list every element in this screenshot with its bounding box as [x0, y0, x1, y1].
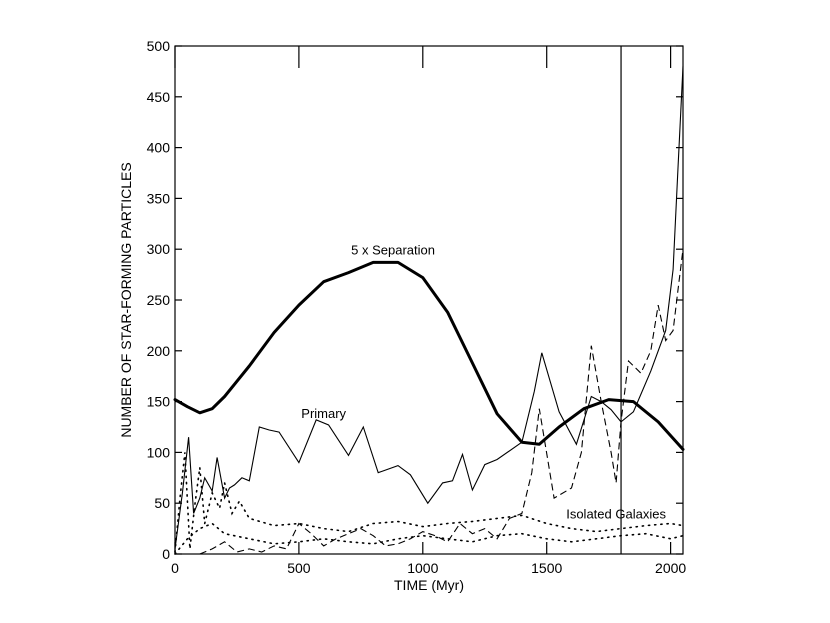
annotations: 5 x Separation Primary Isolated Galaxies — [301, 242, 666, 521]
y-tick-label: 100 — [147, 444, 171, 460]
series-line — [174, 522, 684, 555]
y-tick-label: 200 — [147, 343, 171, 359]
y-tick-label: 300 — [147, 241, 171, 257]
annotation-label: Primary — [301, 406, 346, 421]
annotation-label: Isolated Galaxies — [566, 506, 666, 521]
series-layer — [173, 66, 685, 555]
series-line — [174, 66, 684, 549]
y-tick-label: 0 — [162, 546, 170, 562]
x-tick-label: 2000 — [655, 560, 686, 576]
x-tick-label: 500 — [287, 560, 311, 576]
series-line — [173, 260, 685, 451]
plot-frame — [174, 45, 684, 555]
x-tick-label: 1000 — [407, 560, 438, 576]
y-tick-label: 150 — [147, 394, 171, 410]
x-tick-label: 0 — [171, 560, 179, 576]
y-tick-label: 250 — [147, 292, 171, 308]
y-axis-title: NUMBER OF STAR-FORMING PARTICLES — [118, 162, 134, 437]
y-tick-label: 500 — [147, 38, 171, 54]
y-tick-label: 50 — [154, 495, 170, 511]
series-line — [174, 452, 684, 553]
y-tick-label: 450 — [147, 89, 171, 105]
axis-tick-labels: 0 500 1000 1500 2000 0 50 100 150 200 250 300 350 400… — [147, 38, 687, 576]
x-axis-title: TIME (Myr) — [394, 577, 464, 593]
axis-ticks — [174, 45, 683, 555]
y-tick-label: 400 — [147, 140, 171, 156]
y-tick-label: 350 — [147, 190, 171, 206]
annotation-label: 5 x Separation — [351, 242, 435, 257]
series-line — [199, 249, 684, 555]
x-tick-label: 1500 — [531, 560, 562, 576]
